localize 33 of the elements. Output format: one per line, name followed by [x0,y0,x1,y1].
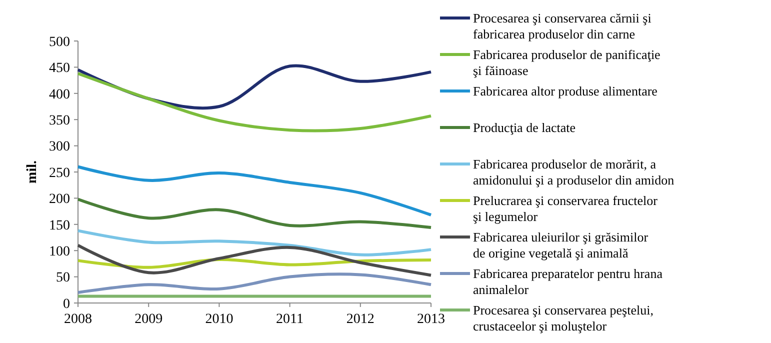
x-tick-label: 2010 [205,312,234,327]
y-tick-label: 50 [56,270,70,286]
legend-label: Fabricarea altor produse alimentare [473,84,658,99]
legend-label: Fabricarea uleiurilor şi grăsimilor de origine vegetală şi animală [473,230,649,261]
legend-label: Fabricarea produselor de panificaţie şi făinoase [473,47,661,78]
legend-label: Prelucrarea şi conservarea fructelor şi legumelor [473,193,658,224]
y-tick-label: 0 [63,296,70,312]
line-series [76,198,432,230]
legend-label: Procesarea şi conservarea peştelui, crustaceelor şi moluştelor [473,302,654,334]
y-tick-label: 200 [49,192,70,208]
y-tick-label: 100 [49,244,70,260]
y-tick-label: 400 [49,87,70,102]
y-tick-label: 250 [49,166,70,181]
y-tick-label: 450 [49,61,70,76]
x-tick-label: 2013 [417,312,445,327]
line-series [76,72,432,132]
x-tick-label: 2008 [64,312,92,327]
line-series [76,272,432,294]
y-tick-label: 500 [49,34,70,50]
y-tick-label: 300 [49,140,70,155]
x-tick-label: 2011 [276,312,304,327]
legend-label: Procesarea şi conservarea cărnii şi fabricarea produselor din carne [473,10,652,42]
line-series [76,165,432,216]
y-tick-label: 150 [49,218,70,234]
line-series [76,244,432,277]
legend-label: Fabricarea preparatelor pentru hrana animalelor [473,266,663,298]
legend-label: Producţia de lactate [473,120,576,136]
x-tick-label: 2012 [346,312,374,327]
y-tick-label: 350 [49,114,70,128]
y-axis-title: mil. [25,160,40,184]
line-series [76,229,432,256]
x-tick-label: 2009 [134,312,163,327]
legend-label: Fabricarea produselor de morărit, a amidonului şi a produselor din amidon [473,156,675,188]
